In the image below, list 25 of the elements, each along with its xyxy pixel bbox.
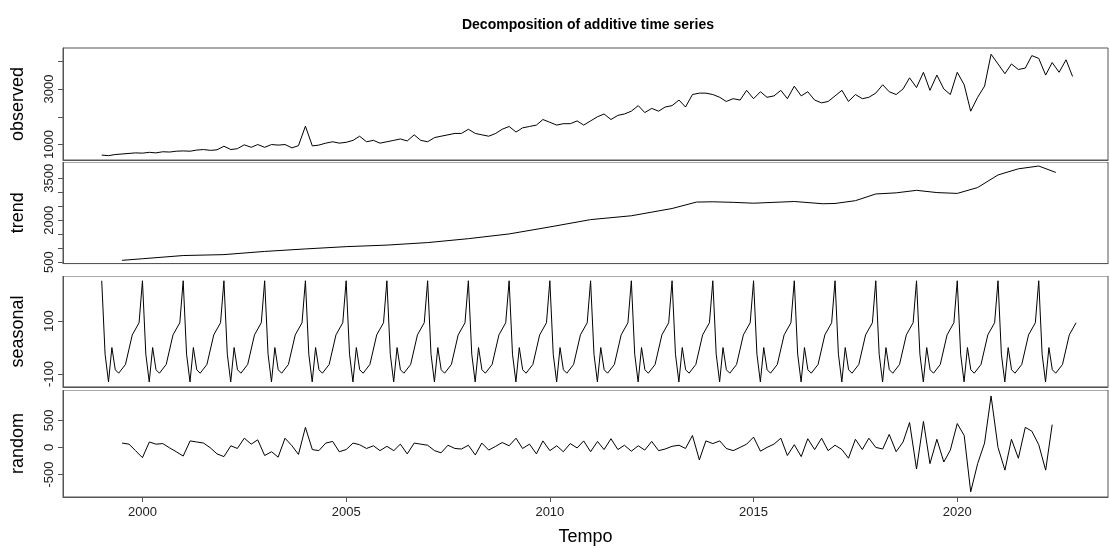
x-axis-title: Tempo — [558, 526, 613, 546]
line-series — [101, 53, 1074, 157]
y-tick-label: 500 — [41, 409, 56, 432]
y-tick-label: 3000 — [41, 74, 56, 104]
x-tick-label: 2015 — [739, 504, 769, 519]
y-tick-label: -500 — [41, 461, 56, 488]
x-tick-label: 2010 — [535, 504, 565, 519]
y-tick-label: -100 — [41, 360, 56, 388]
line-series — [101, 280, 1077, 383]
y-tick-label: 1000 — [41, 130, 56, 159]
y-tick-label: 2000 — [41, 205, 56, 235]
y-axis-title: observed — [7, 66, 27, 142]
y-axis-title: random — [7, 412, 27, 475]
x-tick-label: 2000 — [127, 504, 157, 519]
y-tick-label: 3500 — [41, 163, 56, 193]
y-axis-title: seasonal — [7, 295, 27, 368]
line-series — [121, 165, 1057, 261]
line-series — [121, 395, 1053, 493]
y-tick-label: 500 — [41, 251, 56, 274]
x-tick-label: 2005 — [331, 504, 361, 519]
y-axis-title: trend — [7, 192, 27, 234]
x-tick-label: 2020 — [942, 504, 972, 519]
y-tick-label: 100 — [41, 310, 56, 333]
y-tick-label: 0 — [41, 443, 56, 452]
chart-title: Decomposition of additive time series — [461, 16, 715, 32]
